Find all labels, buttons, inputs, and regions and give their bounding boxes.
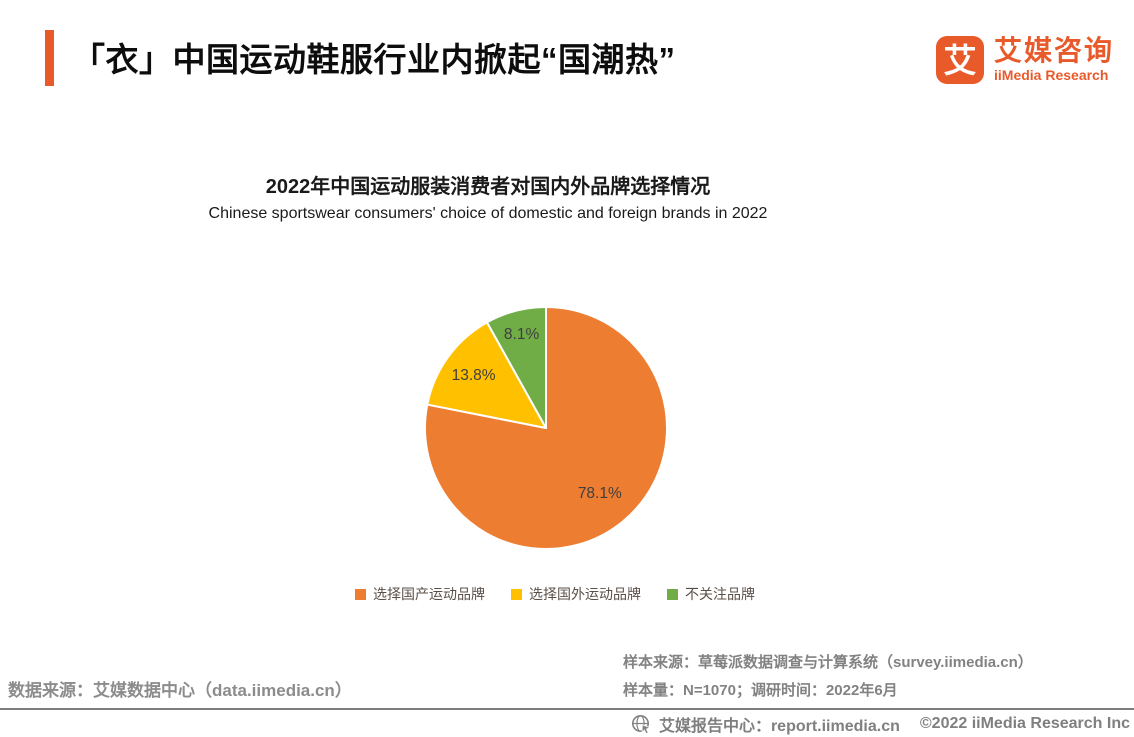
pie-data-label-1: 13.8% xyxy=(452,367,496,384)
chart-title: 2022年中国运动服装消费者对国内外品牌选择情况 xyxy=(265,176,711,198)
legend-label: 选择国外运动品牌 xyxy=(529,586,641,602)
iimedia-logo-icon: 艾 xyxy=(936,36,984,84)
title-accent-bar xyxy=(45,30,54,86)
legend-swatch-icon xyxy=(355,588,366,600)
page-title: 「衣」中国运动鞋服行业内掀起“国潮热” xyxy=(72,41,676,78)
brand-name-en: iiMedia Research xyxy=(994,66,1109,83)
globe-cursor-icon xyxy=(631,714,652,734)
pie-data-label-2: 8.1% xyxy=(504,326,540,343)
legend-swatch-icon xyxy=(511,588,522,600)
iimedia-logo: 艾 艾媒咨询 iiMedia Research xyxy=(936,35,1115,84)
legend-item-1: 选择国外运动品牌 xyxy=(511,584,641,604)
pie-chart: 78.1% 13.8% 8.1% xyxy=(424,306,668,550)
brand-name-cn: 艾媒咨询 xyxy=(994,35,1115,66)
sample-source-text: 样本来源：草莓派数据调查与计算系统（survey.iimedia.cn） xyxy=(623,654,1033,671)
footer-divider xyxy=(0,708,1134,710)
pie-slice-1 xyxy=(426,321,547,429)
legend-item-2: 不关注品牌 xyxy=(667,584,755,604)
pie-slice-2 xyxy=(486,306,547,429)
legend-swatch-icon xyxy=(667,588,678,600)
footer-copyright: ©2022 iiMedia Research Inc xyxy=(919,715,1130,732)
logo-glyph: 艾 xyxy=(943,41,977,79)
footer-bar: 艾媒报告中心：report.iimedia.cn ©2022 iiMedia R… xyxy=(631,712,1130,736)
data-source-text: 数据来源：艾媒数据中心（data.iimedia.cn） xyxy=(8,681,352,700)
sample-footnotes: 样本来源：草莓派数据调查与计算系统（survey.iimedia.cn） 样本量… xyxy=(623,649,1033,705)
chart-subtitle: Chinese sportswear consumers' choice of … xyxy=(208,205,768,222)
legend-label: 选择国产运动品牌 xyxy=(373,586,485,602)
legend-label: 不关注品牌 xyxy=(685,586,755,602)
sample-info-text: 样本量：N=1070；调研时间：2022年6月 xyxy=(623,682,898,699)
footer-report-center: 艾媒报告中心：report.iimedia.cn xyxy=(658,718,900,735)
legend-item-0: 选择国产运动品牌 xyxy=(355,584,485,604)
chart-legend: 选择国产运动品牌 选择国外运动品牌 不关注品牌 xyxy=(0,584,1110,604)
pie-data-label-0: 78.1% xyxy=(578,485,622,502)
